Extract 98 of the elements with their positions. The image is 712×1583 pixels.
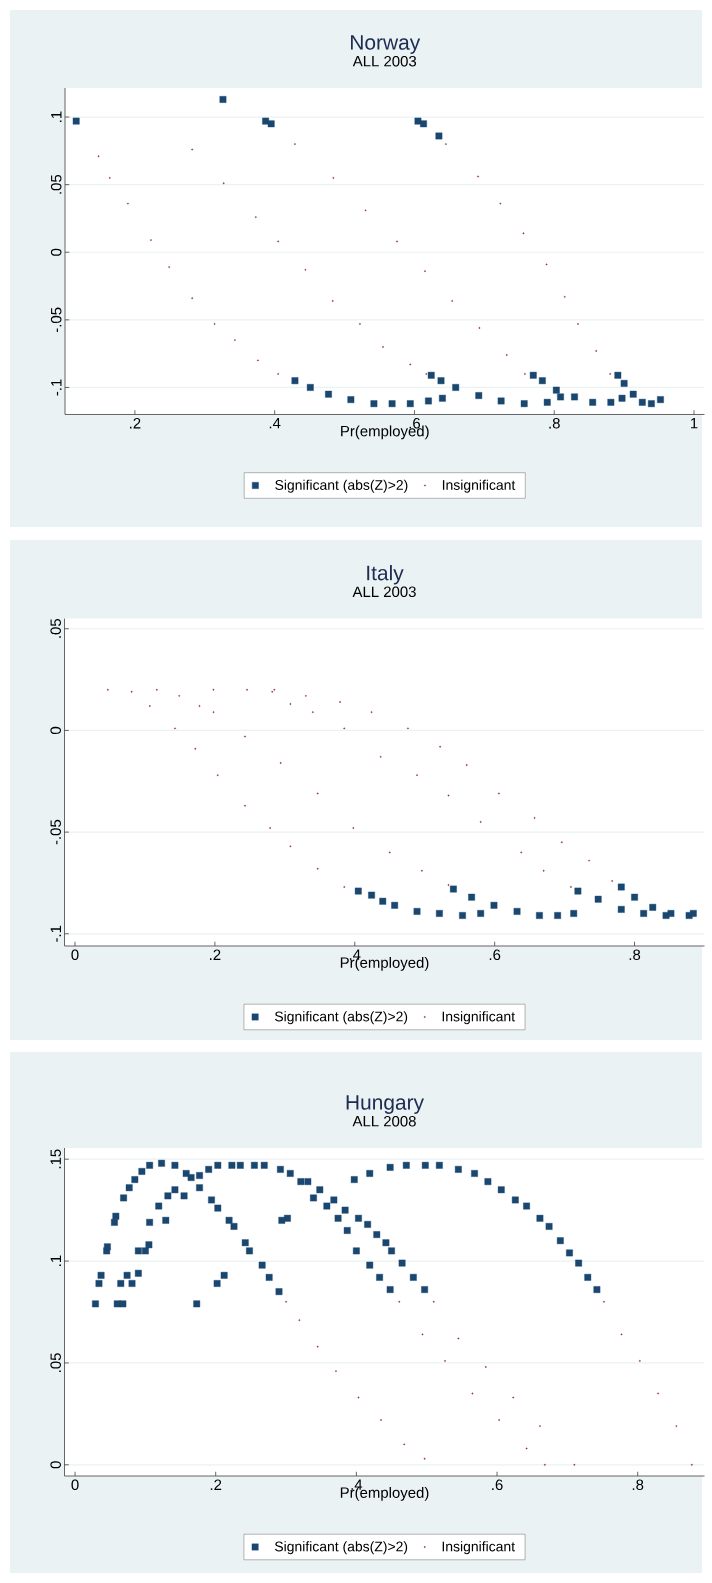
- point: [649, 903, 657, 911]
- point: [638, 398, 646, 406]
- legend-label: Insignificant: [442, 1011, 515, 1025]
- legend-label: Significant (abs(Z)>2): [274, 1011, 408, 1025]
- x-tick-label: 0: [71, 1479, 79, 1491]
- point: [607, 398, 615, 406]
- legend-label: Insignificant: [442, 479, 516, 493]
- x-tick-label: .4: [269, 418, 281, 429]
- chart-subtitle: ALL 2008: [352, 1115, 416, 1127]
- point: [617, 883, 625, 891]
- point: [589, 398, 597, 406]
- point: [379, 897, 387, 905]
- legend-label: Insignificant: [442, 1541, 515, 1555]
- point: [420, 120, 427, 128]
- point: [306, 384, 314, 391]
- y-tick-label: .15: [50, 1149, 61, 1169]
- point: [436, 910, 443, 917]
- point: [594, 895, 602, 903]
- point: [425, 397, 432, 405]
- x-tick-label: .2: [210, 949, 221, 960]
- point: [620, 380, 628, 387]
- x-tick-label: .8: [629, 949, 641, 961]
- point: [497, 397, 505, 405]
- point: [657, 396, 664, 403]
- chart-subtitle: ALL 2003: [352, 586, 416, 598]
- point: [414, 117, 422, 125]
- point: [435, 132, 443, 140]
- x-tick-label: .8: [549, 418, 560, 429]
- y-tick-label: -.05: [50, 819, 61, 845]
- point: [614, 371, 622, 379]
- x-tick-label: .8: [632, 1479, 644, 1491]
- point: [570, 910, 578, 917]
- point: [529, 371, 537, 379]
- point: [219, 96, 227, 103]
- point: [490, 901, 498, 909]
- x-tick-label: .6: [492, 1479, 503, 1491]
- point: [475, 392, 483, 399]
- y-tick-label: -.05: [50, 307, 62, 333]
- y-tick-label: 0: [50, 248, 62, 256]
- point: [347, 396, 355, 403]
- point: [536, 912, 543, 919]
- y-tick-label: .1: [50, 1255, 61, 1266]
- point: [640, 910, 648, 917]
- point: [72, 117, 80, 125]
- y-tick-label: -.1: [51, 379, 62, 396]
- point: [413, 908, 421, 915]
- point: [368, 891, 375, 899]
- x-tick-label: .2: [130, 418, 141, 429]
- x-tick-label: .6: [489, 949, 501, 961]
- point: [370, 400, 378, 408]
- point: [291, 377, 299, 385]
- point: [557, 393, 564, 401]
- point: [439, 394, 446, 402]
- legend-label: Significant (abs(Z)>2): [275, 479, 408, 493]
- point: [513, 908, 521, 915]
- point: [325, 390, 332, 398]
- point: [574, 887, 582, 895]
- point: [452, 384, 460, 391]
- point: [262, 117, 269, 125]
- point: [391, 901, 399, 909]
- point: [631, 893, 638, 901]
- point: [629, 390, 637, 398]
- point: [554, 912, 562, 919]
- point: [520, 400, 528, 408]
- point: [571, 393, 578, 401]
- point: [552, 386, 560, 394]
- chart-title: Hungary: [346, 1095, 424, 1114]
- point: [667, 910, 675, 917]
- x-tick-label: .2: [210, 1479, 222, 1490]
- y-tick-label: .05: [50, 174, 62, 194]
- point: [648, 400, 655, 408]
- point: [685, 912, 693, 919]
- x-tick-label: 0: [71, 949, 79, 961]
- point: [468, 893, 475, 901]
- y-tick-label: -.1: [50, 925, 61, 942]
- y-tick-label: .05: [50, 618, 61, 638]
- point: [267, 120, 275, 128]
- y-tick-label: .05: [50, 1353, 61, 1372]
- point: [477, 910, 485, 917]
- y-tick-label: .1: [51, 111, 62, 122]
- point: [618, 394, 626, 402]
- x-tick-label: 1: [691, 418, 698, 429]
- legend-label: Significant (abs(Z)>2): [274, 1541, 408, 1555]
- point: [538, 377, 546, 385]
- point: [354, 887, 362, 895]
- point: [406, 400, 414, 408]
- point: [617, 906, 625, 913]
- y-tick-label: 0: [50, 726, 61, 735]
- y-tick-label: 0: [50, 1461, 61, 1469]
- point: [459, 912, 466, 919]
- point: [388, 400, 396, 408]
- point: [450, 885, 457, 893]
- chart-title: Italy: [367, 565, 404, 585]
- point: [427, 371, 435, 379]
- chart-title: Norway: [351, 35, 421, 54]
- point: [543, 398, 551, 406]
- point: [437, 377, 445, 385]
- chart-subtitle: ALL 2003: [352, 55, 417, 67]
